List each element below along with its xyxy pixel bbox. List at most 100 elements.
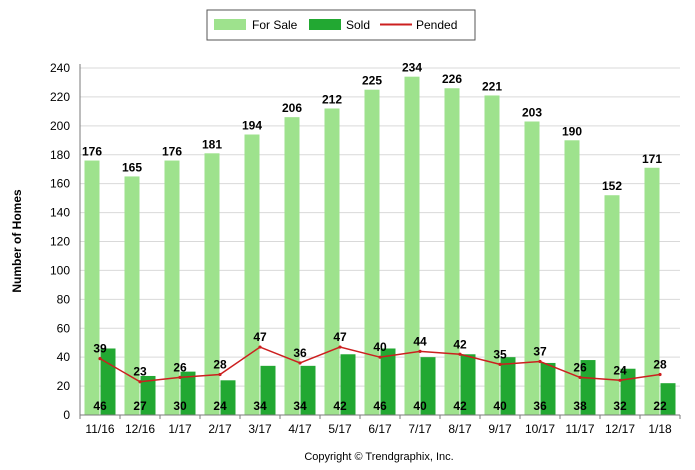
label-pended-5/17: 47 [333,330,347,344]
pended-point-11/16 [98,357,102,361]
label-pended-7/17: 44 [413,334,427,348]
label-sold-4/17: 34 [293,399,307,413]
pended-point-6/17 [378,355,382,359]
label-for-sale-7/17: 234 [402,61,422,75]
bar-sold-7/17 [420,357,436,415]
bar-for-sale-1/17 [164,160,180,415]
x-tick-label-12/17: 12/17 [605,422,635,436]
pended-point-7/17 [418,349,422,353]
bar-for-sale-2/17 [204,153,220,415]
label-for-sale-3/17: 194 [242,119,262,133]
x-tick-label-1/17: 1/17 [168,422,192,436]
copyright-text: Copyright © Trendgraphix, Inc. [304,451,453,463]
legend-label-for-sale: For Sale [252,18,298,32]
label-sold-7/17: 40 [413,399,427,413]
bar-for-sale-8/17 [444,88,460,415]
label-pended-11/16: 39 [93,342,107,356]
pended-point-12/16 [138,380,142,384]
label-pended-11/17: 26 [573,360,587,374]
y-tick-label-220: 220 [50,90,70,104]
label-pended-1/18: 28 [653,358,667,372]
label-for-sale-4/17: 206 [282,101,302,115]
pended-point-11/17 [578,375,582,380]
bar-sold-5/17 [340,354,356,415]
bar-sold-4/17 [300,365,316,415]
bar-sold-3/17 [260,365,276,415]
bar-for-sale-6/17 [364,89,380,415]
x-tick-label-3/17: 3/17 [248,422,272,436]
bar-for-sale-11/17 [564,140,580,415]
bar-sold-1/18 [660,383,676,415]
bar-for-sale-10/17 [524,121,540,415]
label-for-sale-5/17: 212 [322,92,342,106]
label-for-sale-1/17: 176 [162,145,182,159]
y-tick-label-180: 180 [50,148,70,162]
legend-label-sold: Sold [346,18,370,32]
x-tick-label-5/17: 5/17 [328,422,352,436]
bar-for-sale-1/18 [644,167,660,415]
bar-sold-12/16 [140,375,156,415]
y-tick-label-140: 140 [50,206,70,220]
label-for-sale-11/17: 190 [562,124,582,138]
y-tick-label-20: 20 [57,379,71,393]
label-pended-6/17: 40 [373,340,387,354]
bar-sold-2/17 [220,380,236,415]
bar-for-sale-4/17 [284,117,300,416]
pended-point-12/17 [618,378,622,382]
y-tick-label-60: 60 [57,321,71,335]
bar-for-sale-9/17 [484,95,500,416]
label-for-sale-11/16: 176 [82,145,102,159]
label-for-sale-12/16: 165 [122,160,142,174]
label-for-sale-6/17: 225 [362,74,382,88]
bar-for-sale-12/16 [124,176,140,415]
label-sold-5/17: 42 [333,399,347,413]
x-tick-label-8/17: 8/17 [448,422,472,436]
label-sold-11/17: 38 [573,399,587,413]
pended-point-10/17 [538,359,542,364]
x-tick-label-10/17: 10/17 [525,422,555,436]
y-tick-label-160: 160 [50,177,70,191]
axes: 0 20 40 60 80 100 120 140 160 180 200 220 240 11/16 12… [50,61,681,436]
pended-line [98,345,662,384]
label-pended-4/17: 36 [293,346,307,360]
label-sold-12/17: 32 [613,399,627,413]
x-tick-label-1/18: 1/18 [648,422,672,436]
x-tick-label-2/17: 2/17 [208,422,232,436]
label-sold-2/17: 24 [213,399,227,413]
bar-for-sale-7/17 [404,76,420,416]
legend: For Sale Sold Pended [206,9,476,41]
pended-point-2/17 [218,372,222,377]
y-tick-label-40: 40 [57,350,71,364]
x-tick-label-6/17: 6/17 [368,422,392,436]
label-sold-10/17: 36 [533,399,547,413]
label-sold-1/18: 22 [653,399,667,413]
label-for-sale-2/17: 181 [202,137,222,151]
bars [84,76,676,416]
label-for-sale-1/18: 171 [642,152,662,166]
x-tick-label-11/16: 11/16 [85,422,114,436]
bar-sold-1/17 [180,371,196,415]
label-sold-11/16: 46 [93,399,107,413]
pended-point-4/17 [298,361,302,365]
x-tick-label-11/17: 11/17 [565,422,594,436]
y-axis-title: Number of Homes [10,189,24,293]
label-sold-12/16: 27 [133,399,147,413]
label-sold-6/17: 46 [373,399,387,413]
y-tick-label-100: 100 [50,263,70,277]
data-labels: 176 46 165 27 176 30 181 24 194 34 206 34 212 42 225 46… [82,61,667,413]
y-tick-label-120: 120 [50,235,70,249]
x-tick-label-9/17: 9/17 [488,422,512,436]
pended-point-8/17 [458,352,462,356]
legend-label-pended: Pended [416,18,457,32]
label-for-sale-8/17: 226 [442,72,462,86]
label-for-sale-12/17: 152 [602,179,622,193]
x-tick-label-12/16: 12/16 [125,422,155,436]
pended-point-9/17 [498,362,502,366]
label-pended-10/17: 37 [533,345,547,359]
bar-for-sale-5/17 [324,108,340,415]
label-sold-8/17: 42 [453,399,467,413]
bar-sold-9/17 [500,357,516,415]
label-for-sale-9/17: 221 [482,79,502,93]
pended-point-3/17 [258,345,262,349]
y-tick-label-80: 80 [57,292,71,306]
